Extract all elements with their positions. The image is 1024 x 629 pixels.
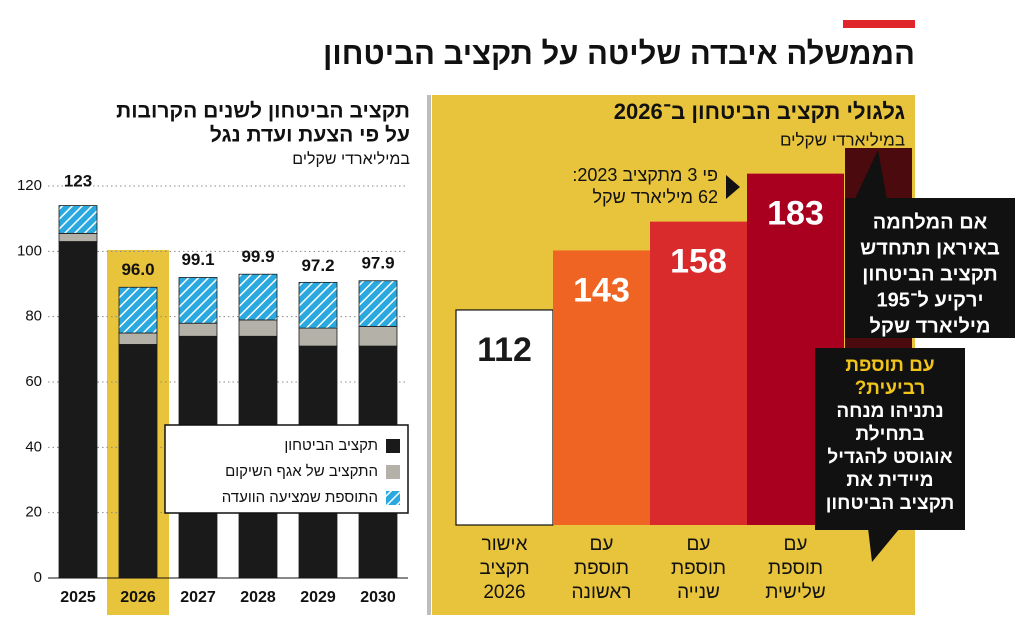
y-tick-label: 60 [25, 373, 42, 390]
x-tick-label: 2026 [483, 582, 525, 603]
bar-segment [118, 286, 158, 334]
x-tick-label: 2029 [300, 589, 336, 606]
bar-segment [118, 332, 158, 345]
callout-pointer [868, 528, 900, 562]
legend-swatch [386, 465, 400, 479]
value-label: 143 [573, 271, 630, 309]
annotation-arrow [726, 175, 740, 199]
callout-text: תקציב הביטחון [862, 263, 997, 285]
y-tick-label: 80 [25, 308, 42, 325]
legend-swatch [386, 491, 400, 505]
total-label: 99.9 [241, 247, 274, 266]
x-tick-label: אישור [482, 534, 528, 555]
callout-heading: רביעית? [855, 378, 926, 399]
chart-subtitle: במיליארדי שקלים [780, 130, 905, 149]
x-tick-label: תוספת [671, 558, 726, 579]
legend-label: התקציב של אגף השיקום [225, 463, 378, 480]
bar-segment [238, 319, 278, 337]
callout-heading: עם תוספת [845, 355, 934, 376]
annotation: פי 3 מתקציב 2023: [572, 165, 718, 185]
callout-box [815, 348, 965, 530]
bar [650, 221, 747, 525]
bar-segment [58, 232, 98, 242]
legend-label: תקציב הביטחון [284, 437, 378, 454]
divider [427, 95, 431, 615]
callout-text: ירקיע ל־195 [876, 289, 983, 311]
annotation: 62 מיליארד שקל [593, 187, 718, 207]
total-label: 123 [64, 172, 92, 191]
page-title: הממשלה איבדה שליטה על תקציב הביטחון [323, 36, 915, 71]
callout-text: אוגוסט להגדיל [827, 447, 952, 468]
y-tick-label: 100 [17, 242, 42, 259]
value-label: 112 [477, 331, 532, 369]
x-tick-label: 2027 [180, 589, 216, 606]
bar-segment [178, 277, 218, 324]
chart-title: תקציב הביטחון לשנים הקרובות [116, 100, 410, 123]
x-tick-label: עם [784, 534, 808, 555]
title-accent [843, 20, 915, 28]
chart-subtitle: במיליארדי שקלים [292, 150, 410, 168]
bar-segment [358, 280, 398, 327]
total-label: 97.9 [361, 254, 394, 273]
x-tick-label: תוספת [574, 558, 629, 579]
x-tick-label: תוספת [768, 558, 823, 579]
callout-text: מיידית את [846, 470, 933, 491]
bar-segment [358, 326, 398, 347]
total-label: 97.2 [301, 256, 334, 275]
bar-segment [178, 322, 218, 337]
bar-segment [118, 344, 158, 579]
callout-text: באיראן תתחדש [860, 237, 1000, 259]
x-tick-label: תקציב [479, 558, 529, 579]
x-tick-label: 2026 [120, 589, 156, 606]
legend-swatch [386, 439, 400, 453]
callout-text: מיליארד שקל [869, 315, 990, 337]
bar-segment [298, 327, 338, 347]
bar [455, 309, 554, 526]
x-tick-label: 2025 [60, 589, 96, 606]
x-tick-label: 2028 [240, 589, 276, 606]
x-tick-label: 2030 [360, 589, 396, 606]
total-label: 99.1 [181, 250, 214, 269]
y-tick-label: 40 [25, 438, 42, 455]
y-tick-label: 0 [34, 569, 42, 586]
y-tick-label: 120 [17, 177, 42, 194]
bar [553, 250, 650, 525]
callout-text: נתניהו מנחה [836, 401, 943, 422]
chart-title: גלגולי תקציב הביטחון ב־2026 [614, 99, 905, 124]
callout-text: תקציב הביטחון [826, 493, 955, 514]
bar-segment [298, 281, 338, 329]
x-tick-label: עם [687, 534, 711, 555]
legend-label: התוספת שמציעה הוועדה [222, 489, 378, 506]
value-label: 183 [767, 195, 824, 233]
y-tick-label: 20 [25, 504, 42, 521]
x-tick-label: ראשונה [572, 582, 632, 603]
bar-segment [58, 241, 98, 579]
chart-title: על פי הצעת ועדת נגל [210, 124, 410, 147]
x-tick-label: שנייה [677, 582, 720, 603]
total-label: 96.0 [121, 260, 154, 279]
callout-text: אם המלחמה [873, 211, 988, 233]
x-tick-label: עם [590, 534, 614, 555]
bar-segment [238, 273, 278, 321]
bar-segment [58, 205, 98, 234]
x-tick-label: שלישית [765, 582, 826, 603]
callout-text: בתחילת [856, 424, 925, 445]
callout-pointer [852, 150, 888, 205]
legend-box [164, 424, 409, 514]
value-label: 158 [670, 243, 727, 281]
callout-box [845, 198, 1015, 338]
